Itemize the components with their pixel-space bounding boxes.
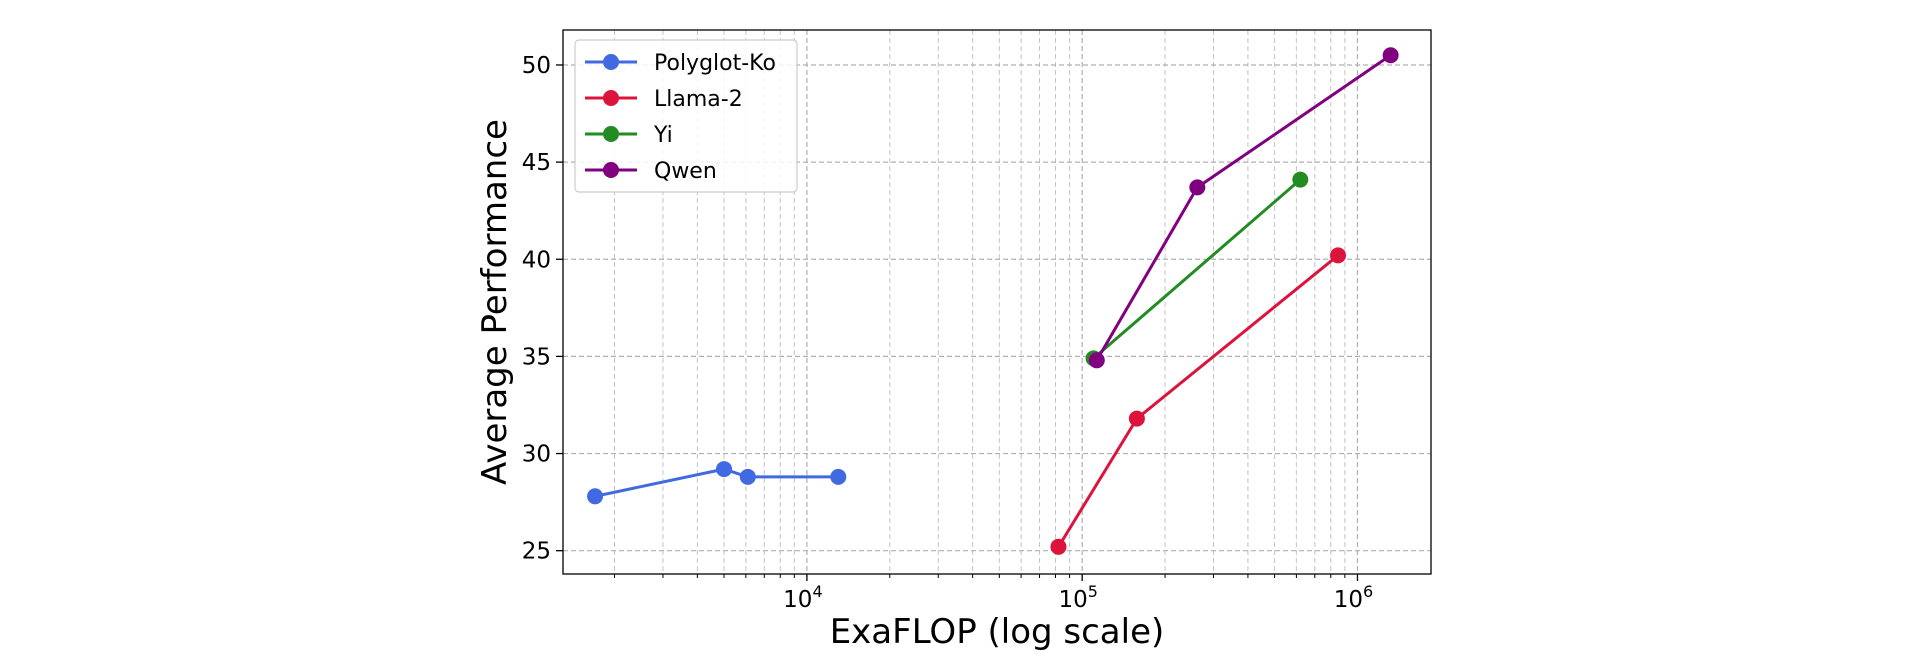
data-point-llama-2 (1050, 538, 1067, 555)
x-tick-label: 106 (1334, 582, 1373, 613)
series-line-polyglot-ko (594, 467, 839, 498)
data-point-polyglot-ko (830, 468, 847, 485)
x-tick-label: 105 (1058, 582, 1097, 613)
axis-ticks (556, 64, 1359, 581)
y-tick-label: 25 (522, 539, 551, 565)
legend-entry-yi: Yi (585, 123, 673, 148)
legend-label: Llama-2 (654, 87, 743, 112)
y-axis-title: Average Performance (475, 119, 515, 485)
legend-entry-qwen: Qwen (585, 159, 717, 184)
data-point-qwen (1382, 47, 1399, 64)
legend-entry-polyglot-ko: Polyglot-Ko (585, 51, 776, 76)
legend-label: Yi (653, 123, 673, 148)
grid (563, 30, 1431, 574)
data-point-polyglot-ko (739, 468, 756, 485)
data-point-qwen (1088, 352, 1105, 369)
data-point-polyglot-ko (587, 488, 604, 505)
data-point-llama-2 (1330, 247, 1347, 264)
x-axis-title: ExaFLOP (log scale) (830, 612, 1165, 652)
series-line-qwen (1095, 54, 1392, 362)
series-qwen (1088, 47, 1399, 369)
series-line-yi (1092, 178, 1302, 360)
series-llama-2 (1050, 247, 1347, 555)
series-layer (587, 47, 1399, 555)
legend-marker (603, 90, 619, 106)
x-tick-label: 104 (783, 582, 822, 613)
data-point-llama-2 (1128, 410, 1145, 427)
legend-marker (603, 54, 619, 70)
legend-box (574, 39, 798, 193)
y-tick-label: 45 (522, 150, 551, 176)
legend-label: Polyglot-Ko (654, 51, 776, 76)
y-tick-label: 35 (522, 344, 551, 370)
data-point-qwen (1189, 179, 1206, 196)
plot-frame (562, 29, 1432, 575)
legend-label: Qwen (654, 159, 717, 184)
y-tick-label: 30 (522, 442, 551, 468)
legend: Polyglot-Ko Llama-2 Yi Qwen (574, 39, 798, 193)
y-tick-label: 40 (522, 247, 551, 273)
legend-entry-llama-2: Llama-2 (585, 87, 743, 112)
data-point-polyglot-ko (716, 461, 733, 478)
axis-tick-labels: 25 30 35 40 45 50 104 105 106 (522, 53, 1373, 613)
series-polyglot-ko (587, 461, 847, 505)
data-point-yi (1292, 171, 1309, 188)
legend-marker (603, 126, 619, 142)
legend-marker (603, 162, 619, 178)
y-tick-label: 50 (522, 53, 551, 79)
